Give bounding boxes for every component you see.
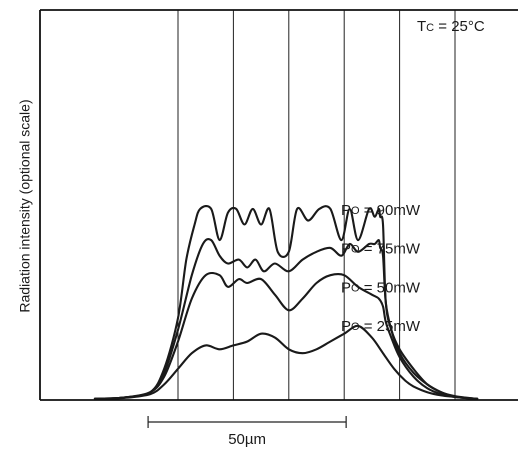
- power-symbol: P: [341, 202, 351, 219]
- series-curve-2: [93, 272, 479, 400]
- power-subscript: O: [351, 321, 360, 333]
- power-subscript: O: [351, 282, 360, 294]
- power-subscript: O: [351, 205, 360, 217]
- power-symbol: P: [341, 318, 351, 335]
- series-curve-3: [93, 324, 479, 400]
- grid-lines: [177, 10, 456, 400]
- temperature-subscript: C: [426, 22, 434, 34]
- power-symbol: P: [341, 240, 351, 257]
- power-value: = 50mW: [360, 279, 421, 296]
- temperature-annotation: TC = 25°C: [417, 18, 485, 35]
- temperature-value: = 25°C: [434, 18, 485, 35]
- scale-bar: [147, 416, 347, 428]
- power-value: = 90mW: [360, 202, 421, 219]
- power-value: = 25mW: [360, 318, 421, 335]
- power-symbol: P: [341, 279, 351, 296]
- series-label-0: PO = 90mW: [341, 202, 421, 219]
- series-curve-0: [93, 204, 479, 400]
- series-label-1: PO = 75mW: [341, 240, 421, 257]
- axes: [39, 9, 518, 401]
- intensity-curves: [93, 204, 479, 400]
- series-label-3: PO = 25mW: [341, 318, 421, 335]
- y-axis-label: Radiation intensity (optional scale): [17, 99, 33, 312]
- scale-bar-label: 50µm: [228, 431, 266, 448]
- power-value: = 75mW: [360, 240, 421, 257]
- power-subscript: O: [351, 243, 360, 255]
- series-curve-1: [93, 237, 479, 400]
- series-label-2: PO = 50mW: [341, 279, 421, 296]
- temperature-symbol: T: [417, 18, 426, 35]
